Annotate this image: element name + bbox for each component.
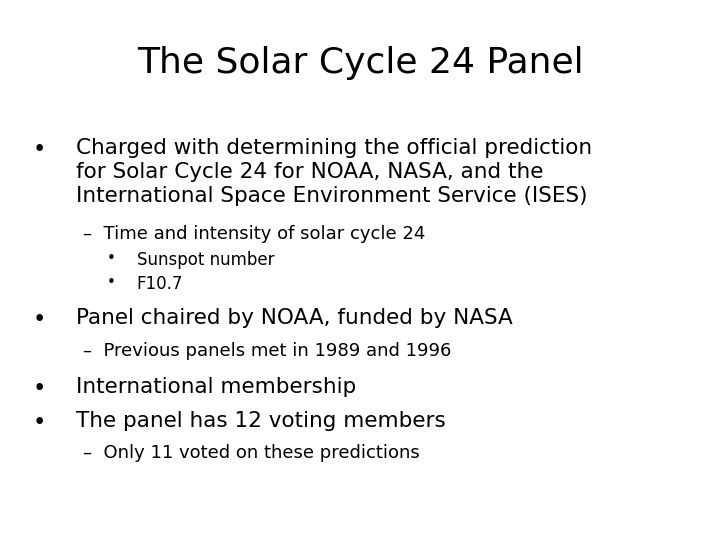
Text: •: • <box>33 411 46 434</box>
Text: The panel has 12 voting members: The panel has 12 voting members <box>76 411 446 431</box>
Text: –  Time and intensity of solar cycle 24: – Time and intensity of solar cycle 24 <box>83 225 426 243</box>
Text: Panel chaired by NOAA, funded by NASA: Panel chaired by NOAA, funded by NASA <box>76 308 513 328</box>
Text: Sunspot number: Sunspot number <box>137 251 274 269</box>
Text: •: • <box>107 275 116 290</box>
Text: •: • <box>107 251 116 266</box>
Text: •: • <box>33 138 46 161</box>
Text: •: • <box>33 377 46 401</box>
Text: International membership: International membership <box>76 377 356 397</box>
Text: –  Previous panels met in 1989 and 1996: – Previous panels met in 1989 and 1996 <box>83 342 451 360</box>
Text: F10.7: F10.7 <box>137 275 183 293</box>
Text: –  Only 11 voted on these predictions: – Only 11 voted on these predictions <box>83 444 420 462</box>
Text: The Solar Cycle 24 Panel: The Solar Cycle 24 Panel <box>137 46 583 80</box>
Text: •: • <box>33 308 46 332</box>
Text: Charged with determining the official prediction
for Solar Cycle 24 for NOAA, NA: Charged with determining the official pr… <box>76 138 592 206</box>
